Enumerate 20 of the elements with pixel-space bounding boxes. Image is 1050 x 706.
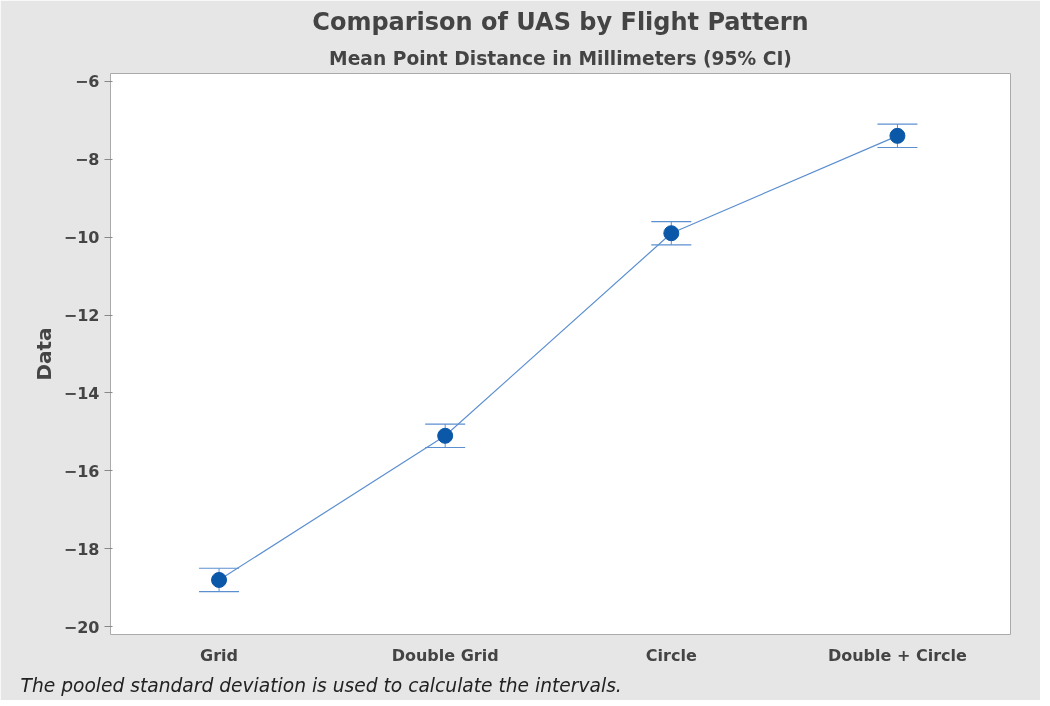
y-tick-label: −12 — [63, 306, 100, 326]
chart-subtitle: Mean Point Distance in Millimeters (95% CI) — [329, 47, 792, 69]
y-tick-label: −20 — [63, 617, 100, 637]
y-tick-label: −10 — [63, 228, 100, 248]
x-tick-label: Grid — [200, 645, 239, 665]
y-tick-label: −6 — [74, 72, 100, 92]
y-tick-label: −18 — [63, 539, 100, 559]
y-tick-label: −16 — [63, 461, 100, 481]
point — [663, 225, 680, 242]
text: The pooled standard deviation is used to calculate the intervals. — [20, 674, 622, 696]
y-tick-label: −14 — [63, 383, 100, 403]
chart-title: Comparison of UAS by Flight Pattern — [312, 7, 809, 36]
y-tick-label: −8 — [74, 150, 100, 170]
point — [889, 127, 906, 144]
point — [437, 427, 454, 444]
x-tick-label: Circle — [645, 645, 697, 665]
x-tick-label: Double + Circle — [827, 645, 968, 665]
x-tick-label: Double Grid — [391, 645, 499, 665]
point — [211, 571, 228, 588]
y-axis-title: Data — [31, 327, 56, 381]
